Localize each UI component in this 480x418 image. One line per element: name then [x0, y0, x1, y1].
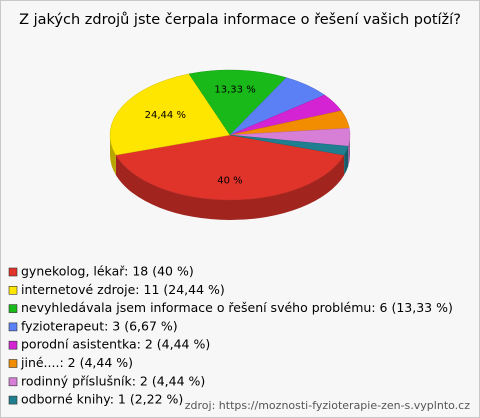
legend-label: rodinný příslušník: 2 (4,44 %) — [21, 373, 205, 388]
legend-label: odborné knihy: 1 (2,22 %) — [21, 392, 183, 407]
legend-swatch — [8, 285, 18, 295]
legend-swatch — [8, 304, 18, 313]
legend-label: fyzioterapeut: 3 (6,67 %) — [21, 318, 178, 333]
data-label: 24,44 % — [145, 110, 186, 121]
slice — [109, 73, 231, 156]
legend-swatch — [8, 377, 18, 387]
legend-label: jiné....: 2 (4,44 %) — [20, 355, 133, 370]
slice-side — [115, 155, 345, 220]
source-note: zdroj: https://moznosti-fyzioterapie-zen… — [185, 399, 470, 412]
legend-label: internetové zdroje: 11 (24,44 %) — [21, 282, 225, 297]
legend-swatch — [8, 359, 18, 368]
slice — [115, 134, 345, 201]
legend-swatch — [8, 267, 18, 277]
slice — [229, 134, 349, 156]
chart-title: Z jakých zdrojů jste čerpala informace o… — [19, 12, 461, 28]
data-label: 13,33 % — [214, 85, 255, 96]
legend-swatch — [8, 322, 18, 332]
data-label: 40 % — [217, 176, 242, 187]
slice — [188, 69, 287, 136]
slice-side — [348, 135, 350, 167]
legend-label: gynekolog, lékař: 18 (40 %) — [21, 264, 194, 279]
legend-label: porodní asistentka: 2 (4,44 %) — [21, 337, 210, 352]
legend-label: nevyhledávala jsem informace o řešení sv… — [21, 300, 453, 315]
legend-swatch — [8, 395, 18, 405]
slice-side — [110, 135, 116, 176]
legend-swatch — [8, 340, 18, 350]
